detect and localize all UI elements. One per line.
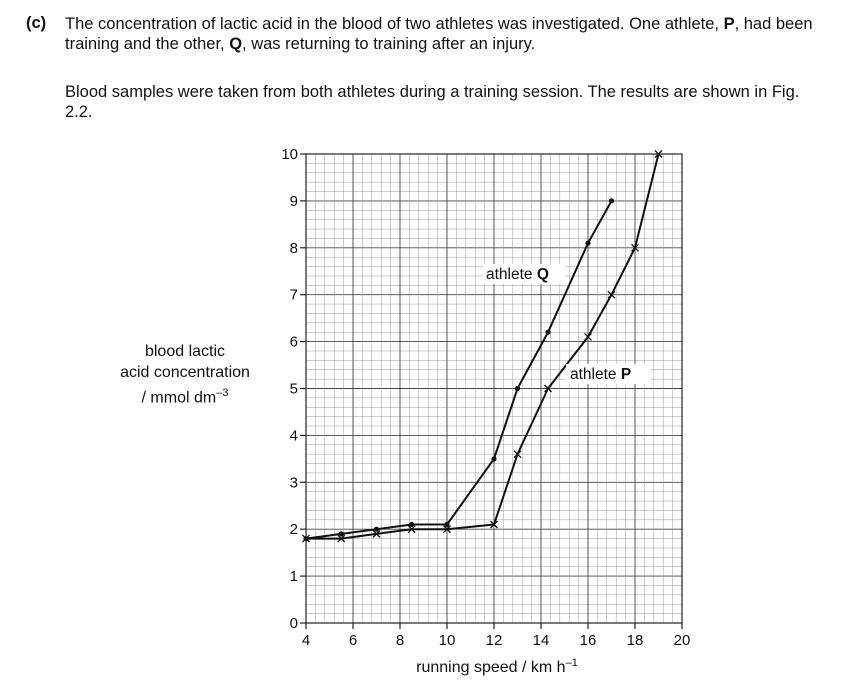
y-tick-label: 6 [290,334,298,351]
x-tick-label: 6 [349,632,357,649]
x-tick-label: 12 [486,632,503,649]
athlete-q-point [338,531,344,537]
question-paragraph: Blood samples were taken from both athle… [65,83,800,121]
y-tick-label: 2 [290,521,298,538]
athlete-p-point [490,520,498,529]
athlete-p-point [302,534,310,543]
athlete-q-line [305,200,613,540]
athlete-p-point [584,332,592,341]
x-tick-label: 10 [439,632,456,649]
x-tick-label: 20 [674,632,691,649]
annotation-q-bg [483,264,565,284]
x-axis-label: running speed / km h–1 [416,657,578,676]
athlete-p-point [513,450,522,459]
y-axis-label-line2: acid concentration [120,364,250,381]
athlete-p-point [631,243,639,252]
annotation-p-bg [566,364,650,384]
annotation-q-text: athlete Q [486,266,549,283]
intro-text-3: , was returning to training after an inj… [242,35,536,53]
y-tick-label: 7 [290,287,298,304]
chart-grid [305,153,683,624]
y-tick-label: 0 [290,615,298,632]
athlete-p-line [306,153,660,540]
y-tick-label: 5 [290,381,298,398]
y-axis-unit-exponent: –3 [216,387,229,399]
y-axis-label-line3: / mmol dm–3 [100,383,270,408]
y-axis-unit: / mmol dm [141,389,217,407]
y-tick-label: 8 [290,240,298,257]
annotation-p-text: athlete P [570,366,631,383]
x-tick-label: 16 [580,632,597,649]
x-tick-label: 14 [533,632,550,649]
intro-text-2: , had been training and the other, [65,15,813,53]
question-intro: The concentration of lactic acid in the … [65,14,825,54]
athlete-q-point [545,329,551,335]
chart-series [302,150,663,543]
athlete-q-point [585,240,591,246]
y-tick-label: 3 [290,474,298,491]
y-tick-label: 10 [281,146,298,163]
y-axis-label: blood lactic acid concentration / mmol d… [100,341,270,408]
athlete-q-point [373,526,380,532]
athlete-q-point [409,521,415,528]
y-axis-label-line1: blood lactic [144,343,226,360]
x-tick-label: 18 [627,632,644,649]
y-tick-label: 1 [290,568,298,585]
athlete-p-point [443,525,451,534]
annotation-athlete-q: athlete Q [483,264,565,284]
athlete-p-point [407,525,416,534]
athlete-q-ref: Q [229,35,243,53]
athlete-p-point [337,534,346,543]
athlete-p-point [544,384,553,393]
athlete-q-point [514,385,521,392]
athlete-q-point [444,521,450,528]
athlete-p-ref: P [723,15,735,33]
y-tick-label: 9 [290,193,298,210]
x-tick-label: 8 [396,632,404,649]
athlete-q-point [491,456,497,462]
y-tick-label: 4 [290,427,298,444]
annotation-athlete-p: athlete P [566,364,650,384]
athlete-p-point [607,290,616,299]
athlete-q-point [608,198,615,204]
intro-text-1: The concentration of lactic acid in the … [65,15,724,33]
x-tick-label: 4 [302,632,310,649]
question-part-label: (c) [26,14,47,32]
athlete-p-point [654,150,663,158]
athlete-p-point [372,529,381,538]
